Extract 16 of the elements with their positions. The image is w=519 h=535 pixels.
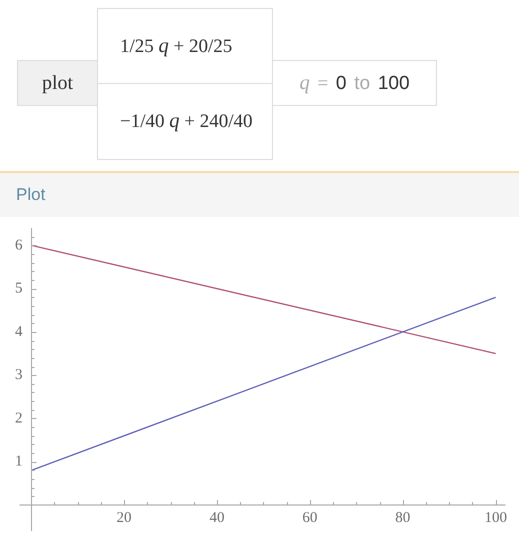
text: plot [42,72,74,94]
y-tick-label: 5 [15,280,22,297]
y-tick-label: 3 [15,367,22,384]
y-tick-label: 4 [15,324,23,340]
y-tick-label: 1 [15,454,22,470]
x-tick-label: 40 [209,510,224,526]
y-tick-label: 6 [15,237,23,254]
text: 1/25 q + 20/25 [120,34,232,56]
x-tick-label: 80 [395,510,410,526]
x-tick-label: 60 [302,510,318,526]
chart-title: Plot [16,185,46,205]
x-tick-label: 100 [484,510,507,526]
text: q = 0 to 100 [299,72,410,94]
text: −1/40 q + 240/40 [120,110,253,132]
x-tick-label: 20 [116,510,132,526]
y-tick-label: 2 [15,410,22,426]
